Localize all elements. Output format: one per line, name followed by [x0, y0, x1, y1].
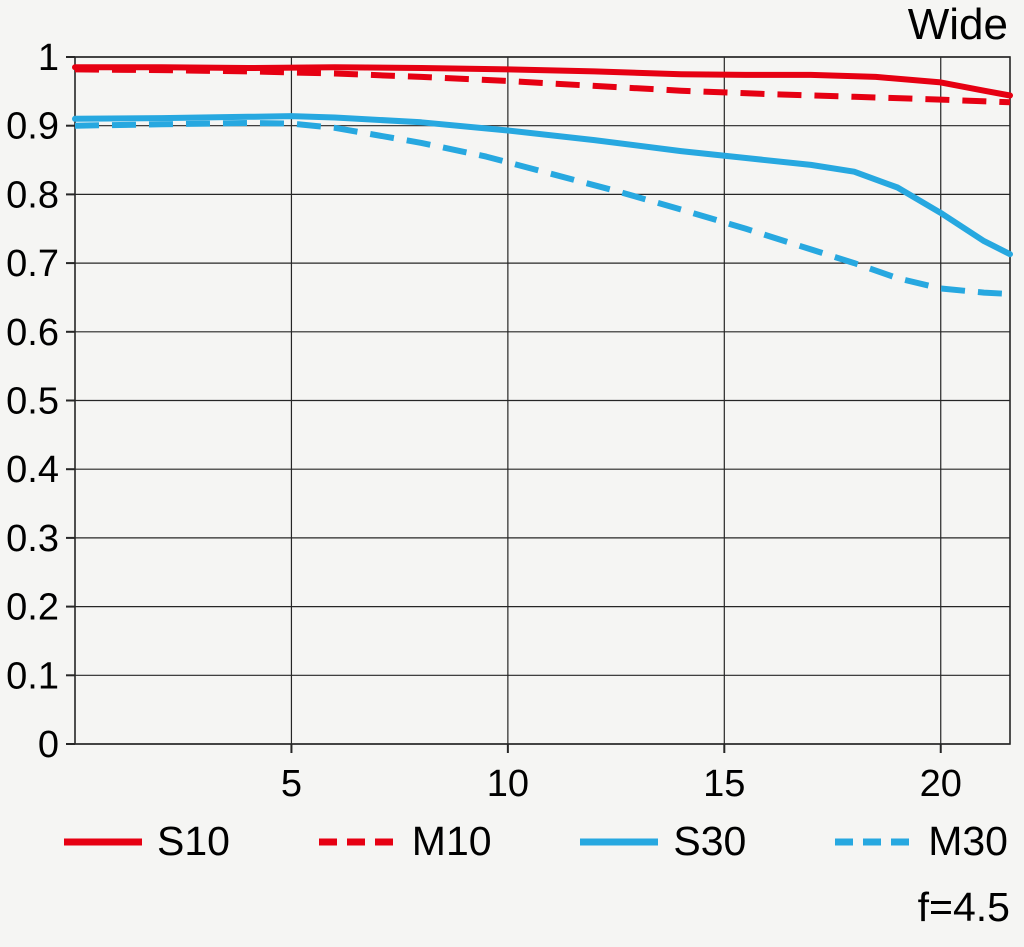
- legend-item-M30: M30: [833, 818, 1008, 865]
- y-tick-label: 0.9: [6, 106, 59, 148]
- legend-item-M10: M10: [317, 818, 492, 865]
- x-tick-label: 10: [487, 763, 529, 805]
- legend-item-S10: S10: [62, 818, 230, 865]
- y-tick-label: 0.1: [6, 655, 59, 697]
- y-tick-label: 0: [38, 724, 59, 766]
- series-line-S30: [72, 113, 1013, 258]
- legend: S10 M10 S30 M30: [62, 818, 1008, 865]
- legend-label-S10: S10: [157, 818, 230, 864]
- legend-swatch-M30: [835, 838, 914, 845]
- y-tick-label: 0.5: [6, 381, 59, 423]
- y-tick-label: 0.8: [6, 174, 59, 216]
- x-tick-label: 5: [281, 763, 302, 805]
- aperture-label: f=4.5: [917, 884, 1010, 930]
- legend-label-M30: M30: [928, 818, 1008, 864]
- x-tick-label: 20: [920, 763, 962, 805]
- legend-item-S30: S30: [578, 818, 746, 865]
- x-tick-label: 15: [703, 763, 745, 805]
- y-tick-label: 0.4: [6, 449, 59, 491]
- legend-label-M10: M10: [411, 818, 492, 864]
- legend-swatch-M10: [318, 838, 397, 845]
- series-line-M30: [74, 120, 1011, 297]
- y-tick-label: 1: [38, 37, 59, 79]
- series-line-S10: [72, 64, 1013, 99]
- series-line-M10: [74, 66, 1011, 106]
- legend-swatch-S30: [580, 838, 659, 845]
- mtf-plot: 00.10.20.30.40.50.60.70.80.915 10 15 20: [6, 37, 1013, 805]
- y-tick-label: 0.3: [6, 518, 59, 560]
- y-tick-label: 0.2: [6, 587, 59, 629]
- y-tick-label: 0.6: [6, 312, 59, 354]
- legend-swatch-S10: [64, 838, 142, 845]
- plot-border: [74, 56, 1011, 745]
- chart-title: Wide: [907, 0, 1008, 49]
- y-tick-label: 0.7: [6, 243, 59, 285]
- legend-label-S30: S30: [673, 818, 747, 864]
